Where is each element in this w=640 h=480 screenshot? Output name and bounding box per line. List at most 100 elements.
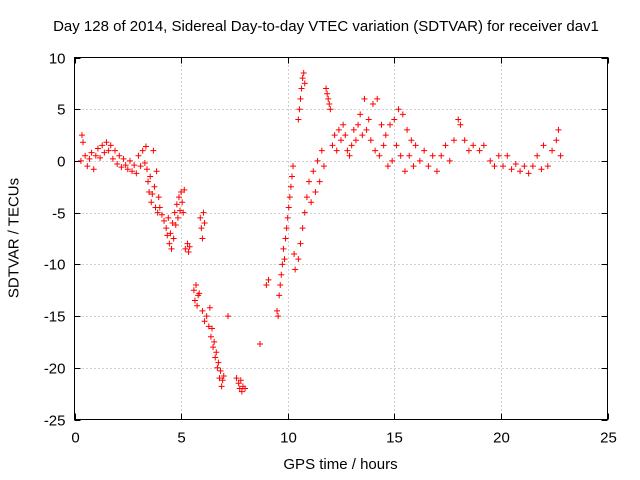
- data-point: [182, 245, 189, 252]
- data-point: [340, 121, 347, 128]
- data-point: [470, 142, 477, 149]
- data-point: [191, 297, 198, 304]
- data-point: [296, 106, 303, 113]
- data-point: [318, 147, 325, 154]
- data-point: [94, 145, 101, 152]
- data-point: [88, 149, 95, 156]
- data-point: [401, 168, 408, 175]
- data-point: [310, 168, 317, 175]
- data-point: [300, 70, 307, 77]
- data-point: [504, 152, 511, 159]
- data-point: [378, 121, 385, 128]
- data-point: [124, 166, 131, 173]
- data-point: [180, 209, 187, 216]
- data-point: [146, 188, 153, 195]
- data-point: [491, 163, 498, 170]
- data-point: [438, 152, 445, 159]
- data-point: [139, 147, 146, 154]
- x-tick-label: 20: [493, 430, 510, 447]
- y-tick-label: -20: [44, 361, 66, 378]
- data-point: [344, 147, 351, 154]
- axis-ticks: -25 -20 -15 -10 -5 0 5 10 0 5 10 15 20 25: [44, 51, 617, 447]
- data-point: [155, 194, 162, 201]
- data-point: [291, 251, 298, 258]
- data-point: [129, 168, 136, 175]
- data-point: [103, 139, 110, 146]
- data-point: [153, 168, 160, 175]
- data-point: [265, 276, 272, 283]
- data-point: [367, 137, 374, 144]
- data-point: [342, 132, 349, 139]
- data-point: [164, 232, 171, 239]
- data-point: [256, 340, 263, 347]
- data-point: [197, 214, 204, 221]
- data-point: [109, 155, 116, 162]
- data-point: [131, 162, 138, 169]
- data-point: [357, 111, 364, 118]
- data-point: [416, 157, 423, 164]
- x-tick-label: 10: [280, 430, 297, 447]
- data-point: [348, 142, 355, 149]
- data-point: [303, 194, 310, 201]
- data-point: [126, 157, 133, 164]
- data-point: [77, 157, 84, 164]
- data-point: [142, 143, 149, 150]
- data-point: [143, 166, 150, 173]
- data-point: [335, 126, 342, 133]
- data-point: [299, 75, 306, 82]
- data-point: [216, 375, 223, 382]
- data-point: [361, 95, 368, 102]
- data-point: [99, 142, 106, 149]
- data-point: [118, 164, 125, 171]
- data-point: [421, 147, 428, 154]
- data-point: [557, 152, 564, 159]
- data-point: [179, 199, 186, 206]
- data-point: [380, 142, 387, 149]
- data-point: [145, 178, 152, 185]
- data-point: [374, 95, 381, 102]
- data-point: [338, 137, 344, 144]
- data-point: [275, 313, 282, 320]
- data-point: [277, 282, 284, 289]
- data-point: [395, 106, 402, 113]
- x-tick-label: 15: [386, 430, 403, 447]
- data-point: [199, 235, 206, 242]
- data-point: [326, 101, 333, 108]
- data-point: [476, 147, 483, 154]
- data-point: [220, 373, 227, 380]
- data-point: [495, 152, 502, 159]
- data-point: [156, 204, 163, 211]
- data-point: [90, 166, 97, 173]
- data-point: [101, 149, 108, 156]
- data-point: [549, 147, 556, 154]
- data-point: [406, 152, 413, 159]
- data-point: [297, 95, 304, 102]
- data-point: [122, 162, 129, 169]
- data-point: [314, 157, 321, 164]
- data-point: [517, 168, 524, 175]
- data-point: [346, 152, 353, 159]
- data-point: [177, 207, 184, 214]
- data-point: [301, 209, 308, 216]
- data-point: [280, 245, 287, 252]
- data-point: [137, 163, 144, 170]
- data-point: [148, 199, 155, 206]
- data-point: [446, 157, 453, 164]
- data-point: [442, 142, 449, 149]
- data-point: [206, 304, 213, 311]
- data-point: [359, 132, 366, 139]
- data-point: [163, 225, 170, 232]
- data-point: [185, 248, 192, 255]
- data-point: [324, 90, 331, 97]
- data-point: [150, 147, 157, 154]
- data-point: [242, 385, 249, 392]
- data-point: [372, 147, 379, 154]
- data-point: [174, 214, 181, 221]
- data-point: [194, 302, 201, 309]
- data-point: [538, 166, 545, 173]
- data-point: [173, 201, 180, 208]
- data-point: [376, 152, 383, 159]
- data-point: [169, 219, 176, 226]
- data-point: [325, 95, 332, 102]
